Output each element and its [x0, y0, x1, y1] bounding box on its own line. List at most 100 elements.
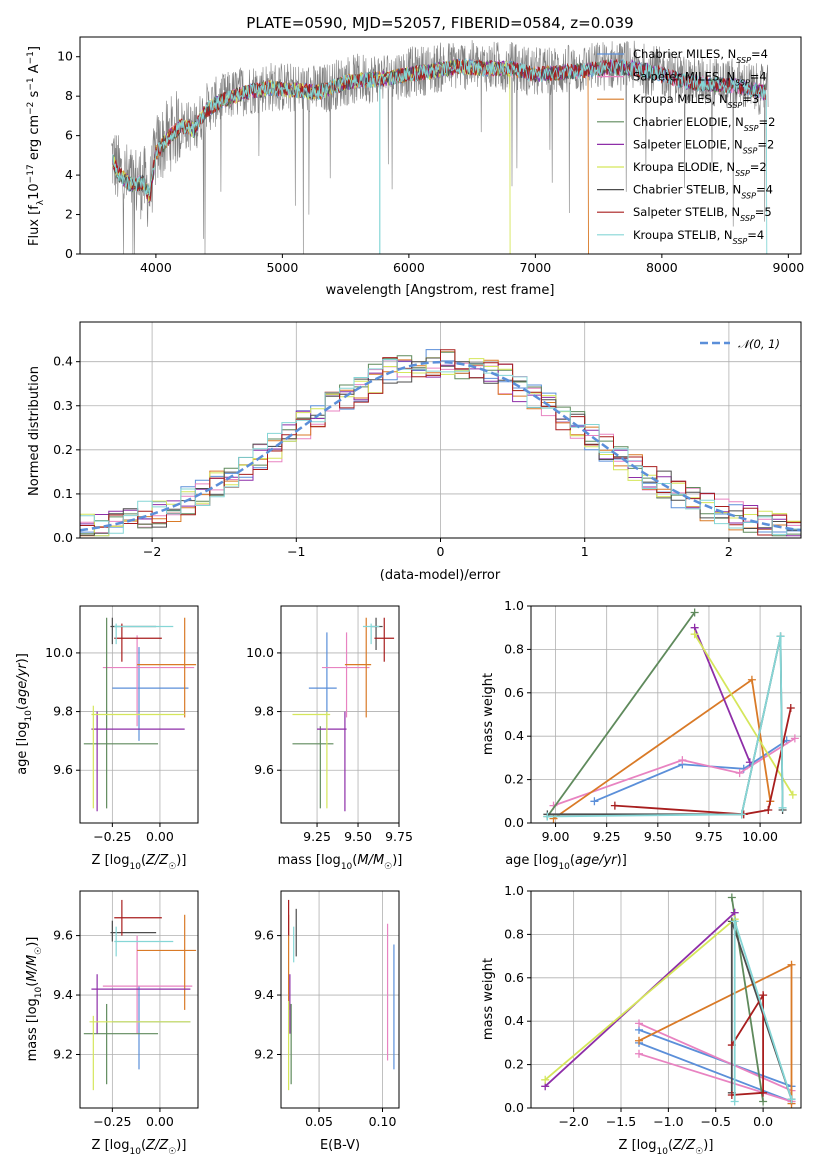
y-tick-label: 8	[65, 88, 73, 103]
legend-label-suffix: =4	[750, 70, 767, 84]
label-part: −17	[26, 164, 36, 183]
age_vs_Z-frame	[79, 605, 199, 824]
weight-line	[552, 678, 772, 820]
legend-label-suffix: =4	[756, 183, 773, 197]
mass_vs_Z-plot	[83, 899, 197, 1091]
x-tick-label: 0	[437, 544, 445, 559]
legend-label-text: Kroupa STELIB, N	[633, 228, 733, 242]
legend-label-sub: SSP	[735, 169, 750, 178]
x-tick-label: 0.10	[369, 1114, 397, 1129]
label-part: (	[668, 1138, 673, 1153]
x-tick-label: −1.5	[606, 1114, 636, 1129]
age-axis-label: age [log10(age/yr)]	[15, 653, 34, 775]
label-part: λ	[36, 199, 46, 205]
label-part: ]	[27, 46, 42, 51]
y-tick-label: 0.6	[504, 685, 524, 700]
weight-marker	[787, 1095, 796, 1104]
label-part: 10	[129, 1147, 141, 1157]
label-part: age [log	[505, 853, 558, 868]
age_vs_mass-plot	[292, 617, 395, 812]
label-part: Z [log	[92, 1138, 130, 1153]
label-part: mass [log	[25, 998, 40, 1061]
weight_vs_age-plot	[543, 608, 799, 823]
y-tick-label: 4	[65, 167, 73, 182]
weight_vs_Z-frame	[530, 890, 802, 1109]
label-part: 10	[24, 710, 34, 722]
weight-marker	[541, 1075, 550, 1084]
gaussian-curve	[79, 360, 802, 532]
weight-line	[731, 992, 764, 1096]
x-tick-label: 9.50	[644, 829, 672, 844]
legend-label-text: Salpeter MILES, N	[633, 70, 735, 84]
weight_vs_age-axes	[531, 605, 801, 824]
legend-label: Kroupa ELODIE, NSSP=2	[633, 160, 767, 178]
legend-label-suffix: =2	[757, 137, 774, 151]
x-tick-label: 9.25	[303, 829, 331, 844]
z-axis-label: Z [log10(Z/Z☉)]	[92, 853, 187, 872]
y-tick-label: 9.4	[53, 987, 73, 1002]
weight-line	[638, 1022, 793, 1103]
mass-axis-label: mass [log10(M/M☉)]	[25, 937, 44, 1062]
label-part: age [log	[15, 722, 30, 775]
y-tick-label: 0.6	[504, 970, 524, 985]
label-part: (	[141, 853, 146, 868]
x-tick-label: 4000	[140, 260, 172, 275]
legend-label: Chabrier MILES, NSSP=4	[633, 47, 768, 65]
label-part: )]	[15, 653, 30, 663]
y-tick-label: 9.2	[254, 1046, 274, 1061]
label-part: −2	[26, 102, 36, 115]
label-part: 10	[129, 862, 141, 872]
x-tick-label: 6000	[393, 260, 425, 275]
y-tick-label: 0.0	[504, 815, 524, 830]
label-part: )]	[617, 853, 627, 868]
label-part: 10	[341, 862, 353, 872]
y-tick-label: 0.8	[504, 641, 524, 656]
spectrum-ylabel: Flux [fλ10−17 erg cm−2 s−1 A−1]	[26, 46, 46, 246]
legend-label-sub: SSP	[736, 56, 751, 65]
weight-marker	[635, 1019, 643, 1028]
legend-label-sub: SSP	[744, 123, 759, 132]
x-tick-label: −2.0	[558, 1114, 588, 1129]
y-tick-label: 0.4	[53, 354, 73, 369]
weight-marker	[759, 991, 768, 1000]
spectrum-plot	[111, 40, 769, 255]
y-tick-label: 0.4	[504, 728, 524, 743]
x-tick-label: −1	[287, 544, 305, 559]
weight-marker	[759, 1097, 768, 1106]
label-part: s	[27, 90, 42, 101]
weight-marker	[635, 1049, 643, 1058]
legend-label: Salpeter MILES, NSSP=4	[633, 70, 767, 88]
legend-label-text: Chabrier ELODIE, N	[633, 115, 744, 129]
label-part: (	[141, 1138, 146, 1153]
label-part: ☉	[384, 862, 392, 872]
weight-marker	[790, 734, 799, 743]
legend-label-text: Salpeter STELIB, N	[633, 205, 740, 219]
mass_vs_ebv-frame	[280, 890, 400, 1109]
weight-marker	[690, 630, 699, 639]
legend-label: Salpeter ELODIE, NSSP=2	[633, 137, 774, 155]
x-tick-label: 10.00	[742, 829, 778, 844]
label-part: mass [log	[278, 853, 341, 868]
weight-line	[544, 918, 736, 1081]
ebv-xlabel: E(B-V)	[320, 1138, 360, 1153]
y-tick-label: 10	[57, 49, 73, 64]
legend-label: Chabrier ELODIE, NSSP=2	[633, 115, 775, 133]
legend-label-suffix: =2	[750, 160, 767, 174]
y-tick-label: 9.2	[53, 1046, 73, 1061]
legend-label-suffix: =5	[755, 205, 772, 219]
label-part: Z/Z	[145, 1138, 169, 1153]
x-tick-label: 9.00	[542, 829, 570, 844]
x-tick-label: −0.5	[701, 1114, 731, 1129]
weight-marker	[543, 812, 552, 821]
label-part: )]	[176, 853, 186, 868]
age_vs_Z-plot	[83, 617, 197, 812]
mass-axis-label: mass [log10(M/M☉)]	[278, 853, 403, 872]
legend-label-text: Kroupa ELODIE, N	[633, 160, 735, 174]
label-part: −1	[26, 77, 36, 90]
label-part: ☉	[34, 947, 44, 955]
legend-label-sub: SSP	[740, 214, 755, 223]
x-tick-label: 9.50	[344, 829, 372, 844]
mass_vs_Z-frame	[79, 890, 199, 1109]
legend-label: Chabrier STELIB, NSSP=4	[633, 183, 773, 201]
